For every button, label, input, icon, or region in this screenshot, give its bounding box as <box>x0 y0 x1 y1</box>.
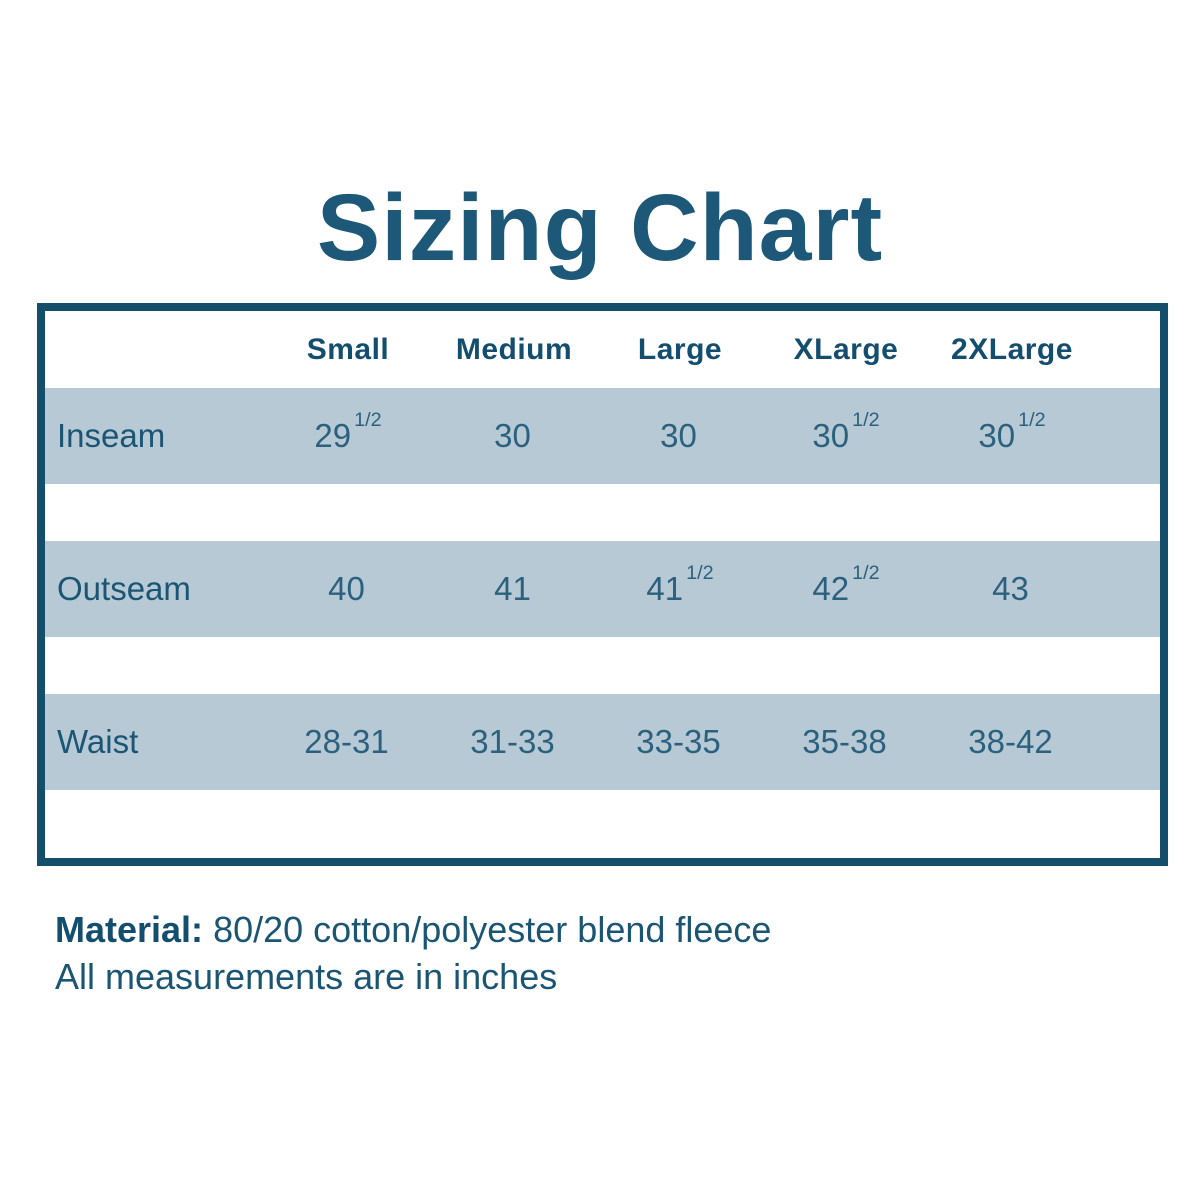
material-label: Material: <box>55 909 204 950</box>
cell-waist-medium: 31-33 <box>431 723 597 761</box>
table-header-row: Small Medium Large XLarge 2XLarge <box>45 311 1160 388</box>
cell-fraction: 1/2 <box>852 409 880 432</box>
cell-fraction: 1/2 <box>852 562 880 585</box>
table-row-inseam: Inseam 29 1/2 30 30 30 1/2 30 1/2 <box>45 388 1160 484</box>
sizing-table: Small Medium Large XLarge 2XLarge Inseam… <box>37 303 1168 866</box>
material-value: 80/20 cotton/polyester blend fleece <box>213 909 772 950</box>
cell-value: 29 <box>314 417 352 454</box>
spacer-row <box>45 484 1160 541</box>
column-header-xlarge: XLarge <box>793 332 899 366</box>
cell-outseam-large: 41 1/2 <box>597 562 763 608</box>
cell-outseam-xlarge: 42 1/2 <box>763 562 929 608</box>
row-label-outseam: Outseam <box>57 570 191 607</box>
column-header-large: Large <box>637 332 723 366</box>
cell-inseam-2xlarge: 30 1/2 <box>929 409 1095 455</box>
cell-inseam-small: 29 1/2 <box>265 409 431 455</box>
spacer-row <box>45 637 1160 694</box>
footer-units-note: All measurements are in inches <box>55 956 558 997</box>
cell-value: 33-35 <box>636 723 721 760</box>
row-label-inseam: Inseam <box>57 417 166 454</box>
cell-value: 42 <box>812 570 850 607</box>
column-header-small: Small <box>306 332 390 366</box>
cell-inseam-medium: 30 <box>431 417 597 455</box>
page-title: Sizing Chart <box>316 175 884 281</box>
cell-outseam-medium: 41 <box>431 570 597 608</box>
cell-value: 38-42 <box>968 723 1053 760</box>
cell-fraction: 1/2 <box>1018 409 1046 432</box>
cell-waist-xlarge: 35-38 <box>763 723 929 761</box>
cell-outseam-small: 40 <box>265 570 431 608</box>
cell-value: 41 <box>494 570 531 607</box>
cell-value: 31-33 <box>470 723 555 760</box>
cell-inseam-xlarge: 30 1/2 <box>763 409 929 455</box>
cell-value: 40 <box>328 570 365 607</box>
row-label-waist: Waist <box>57 723 139 760</box>
cell-value: 30 <box>978 417 1016 454</box>
column-header-medium: Medium <box>455 332 573 366</box>
cell-waist-2xlarge: 38-42 <box>929 723 1095 761</box>
cell-value: 43 <box>992 570 1029 607</box>
cell-value: 41 <box>646 570 684 607</box>
footer-material-line: Material: 80/20 cotton/polyester blend f… <box>55 906 771 953</box>
spacer-row <box>45 790 1160 858</box>
cell-value: 28-31 <box>304 723 389 760</box>
cell-value: 30 <box>660 417 697 454</box>
table-row-outseam: Outseam 40 41 41 1/2 42 1/2 43 <box>45 541 1160 637</box>
cell-value: 30 <box>494 417 531 454</box>
cell-waist-large: 33-35 <box>597 723 763 761</box>
cell-fraction: 1/2 <box>686 562 714 585</box>
table-row-waist: Waist 28-31 31-33 33-35 35-38 38-42 <box>45 694 1160 790</box>
cell-fraction: 1/2 <box>354 409 382 432</box>
cell-value: 30 <box>812 417 850 454</box>
cell-inseam-large: 30 <box>597 417 763 455</box>
cell-value: 35-38 <box>802 723 887 760</box>
cell-outseam-2xlarge: 43 <box>929 570 1095 608</box>
cell-waist-small: 28-31 <box>265 723 431 761</box>
footer-notes: Material: 80/20 cotton/polyester blend f… <box>55 906 771 1000</box>
column-header-2xlarge: 2XLarge <box>951 332 1073 366</box>
